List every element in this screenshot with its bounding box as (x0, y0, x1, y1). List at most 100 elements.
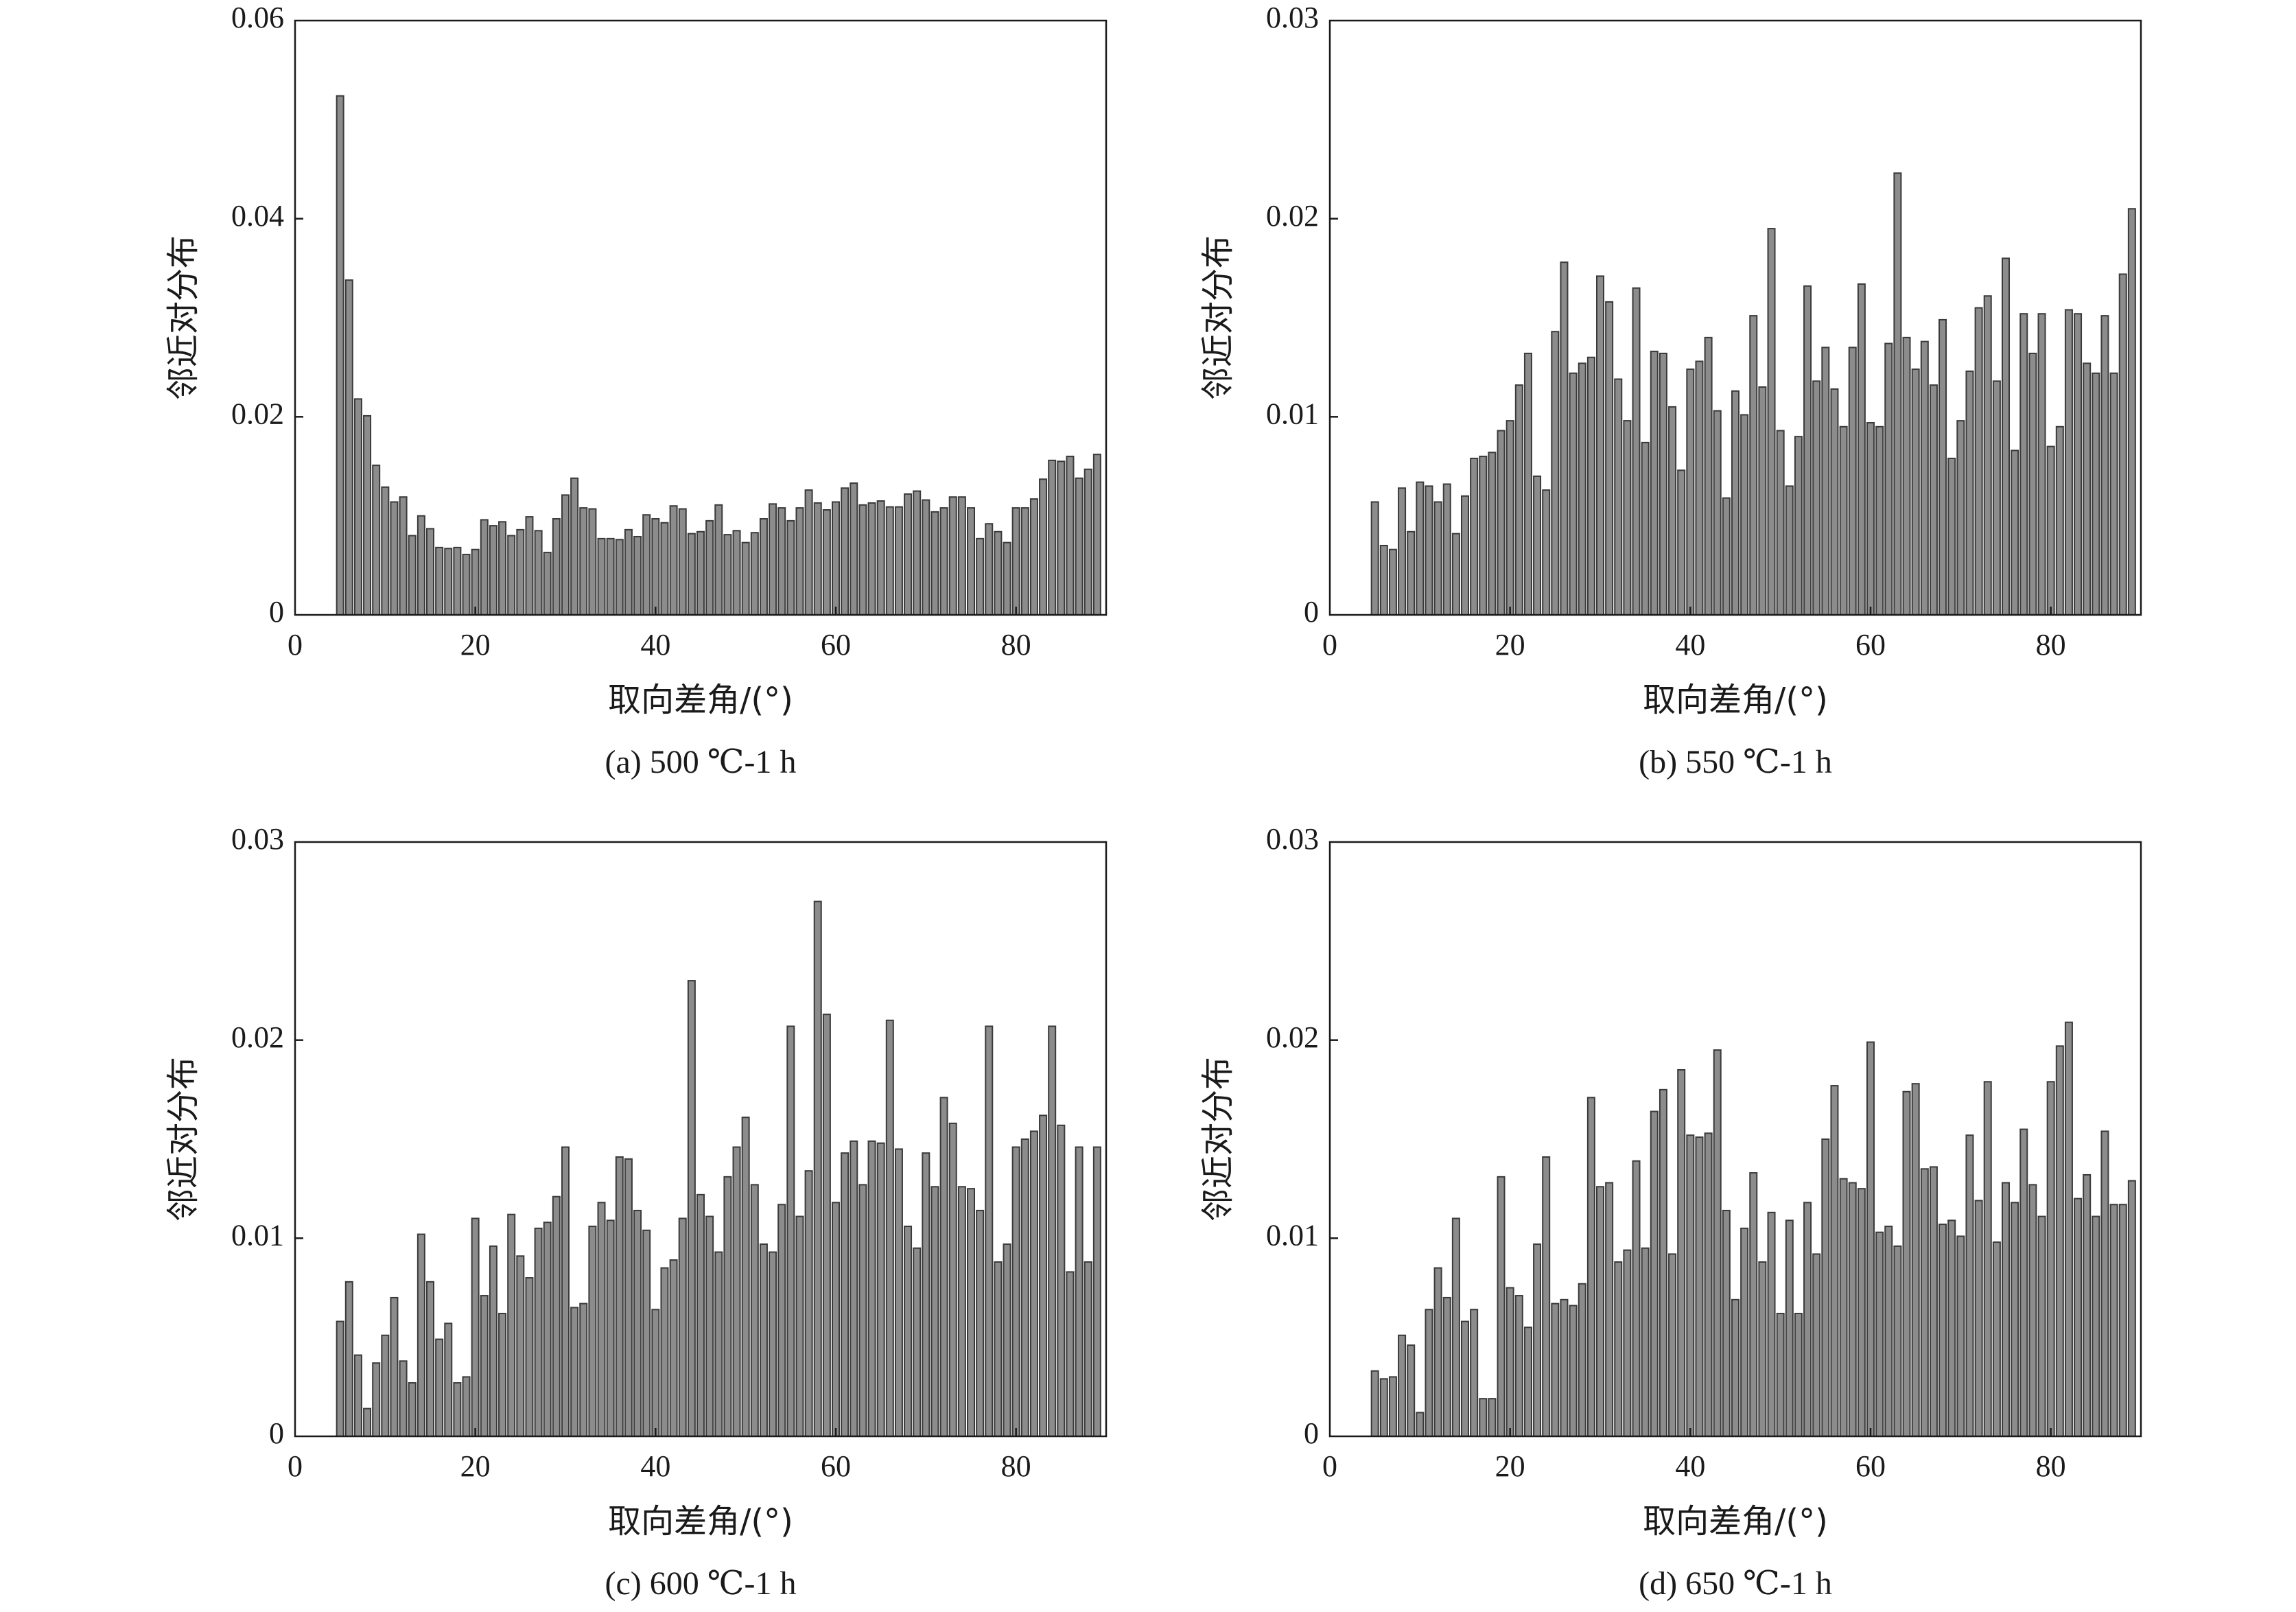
panel-a-bar-52 (759, 517, 768, 616)
panel-d-bar-73 (1983, 1081, 1992, 1437)
panel-b-bar-36 (1650, 351, 1659, 616)
panel-b-bar-19 (1497, 430, 1506, 616)
panel-b-x-tick-label: 80 (2036, 628, 2066, 662)
panel-c-bar-60 (832, 1202, 840, 1438)
panel-a-bar-36 (615, 539, 624, 616)
panel-a-bar-51 (750, 532, 759, 616)
panel-c-bar-10 (381, 1334, 390, 1438)
panel-d-y-tick-labels: 0 0.01 0.02 0.03 (1266, 822, 1319, 1450)
panel-d-bar-52 (1794, 1313, 1803, 1437)
panel-a-bar-61 (841, 487, 850, 616)
panel-d-bar-33 (1623, 1249, 1632, 1437)
panel-c-bar-51 (750, 1184, 759, 1437)
panel-b-y-axis-label: 邻近对分布 (1199, 235, 1237, 400)
panel-b-bar-43 (1713, 410, 1722, 616)
panel-a-bar-64 (867, 502, 876, 616)
panel-a-bar-68 (904, 493, 913, 616)
panel-c-bar-8 (363, 1407, 372, 1438)
panel-a-bar-85 (1057, 460, 1066, 616)
panel-a-bar-57 (804, 489, 813, 616)
panel-b-x-tick-labels: 0 20 40 60 80 (1322, 628, 2066, 662)
panel-b-bar-44 (1722, 497, 1731, 616)
panel-d-bar-37 (1659, 1088, 1667, 1437)
panel-d-bar-20 (1506, 1287, 1514, 1437)
panel-c-bar-31 (570, 1307, 579, 1437)
panel-c-bar-88 (1083, 1261, 1092, 1437)
panel-a-bar-38 (633, 535, 642, 616)
panel-b-bar-17 (1479, 456, 1488, 616)
panel-a-bar-84 (1048, 459, 1057, 616)
panel-c-bar-55 (786, 1025, 795, 1437)
panel-a-bar-46 (705, 519, 714, 616)
panel-a-bar-37 (624, 528, 633, 616)
panel-a-bar-25 (516, 528, 525, 616)
panel-c-bar-42 (669, 1259, 678, 1437)
panel-c-bar-18 (453, 1382, 462, 1437)
panel-a-bar-62 (850, 482, 858, 616)
panel-c-bar-49 (732, 1146, 741, 1437)
panel-c-y-tick-label: 0.03 (231, 822, 284, 856)
panel-a-bar-54 (777, 507, 786, 616)
panel-a-bar-69 (913, 490, 922, 616)
panel-a-bar-88 (1083, 468, 1092, 616)
panel-b-bar-39 (1677, 469, 1686, 616)
panel-d-bar-24 (1542, 1156, 1551, 1437)
panel-a-bar-80 (1011, 507, 1020, 616)
panel-a-bar-89 (1092, 454, 1101, 616)
panel-b-bar-47 (1749, 315, 1758, 616)
panel-d-bar-85 (2092, 1215, 2100, 1438)
panel-b-bar-58 (1848, 347, 1857, 616)
panel-a-x-tick-label: 40 (640, 628, 670, 662)
panel-c-bar-71 (930, 1186, 939, 1437)
panel-a-y-tick-label: 0.04 (231, 199, 284, 233)
panel-c-bar-65 (876, 1142, 885, 1437)
panel-b-bar-7 (1388, 548, 1397, 616)
panel-d-bar-88 (2118, 1204, 2127, 1437)
panel-b-bar-41 (1695, 360, 1704, 616)
panel-a-bar-7 (353, 398, 362, 616)
panel-d-bar-46 (1740, 1227, 1749, 1438)
panel-b-x-tick-label: 40 (1675, 628, 1705, 662)
panel-a-bar-29 (552, 517, 561, 616)
panel-a-x-tick-label: 80 (1001, 628, 1031, 662)
panel-d-bar-35 (1641, 1247, 1650, 1437)
panel-b-bar-29 (1586, 356, 1595, 616)
panel-b: 0 0.01 0.02 0.03 0 20 40 60 80 邻近对分布 取向差角/(°) (… (1199, 1, 2142, 780)
panel-d-bar-61 (1875, 1231, 1884, 1437)
panel-d-x-tick-label: 80 (2036, 1449, 2066, 1483)
panel-a-bar-78 (994, 530, 1003, 616)
panel-d-y-tick-label: 0.01 (1266, 1218, 1319, 1252)
panel-a-bar-21 (480, 519, 489, 616)
panel-c-bar-77 (985, 1025, 994, 1437)
panel-c-bar-86 (1066, 1271, 1075, 1438)
panel-a-x-tick-labels: 0 20 40 60 80 (288, 628, 1031, 662)
panel-c-bar-39 (642, 1229, 651, 1438)
panel-c-x-tick-label: 0 (288, 1449, 303, 1483)
panel-b-bar-77 (2019, 313, 2028, 616)
panel-d-bar-28 (1578, 1283, 1586, 1438)
panel-b-caption: (b) 550 ℃-1 h (1639, 744, 1832, 780)
panel-c-bar-62 (850, 1140, 858, 1437)
panel-d-bar-47 (1749, 1172, 1758, 1437)
panel-c-bar-79 (1003, 1243, 1011, 1437)
panel-c-bar-26 (525, 1277, 534, 1437)
panel-a-bar-72 (939, 507, 948, 616)
panel-a-bar-17 (444, 548, 453, 616)
panel-b-bar-46 (1740, 414, 1749, 616)
panel-c-bar-43 (678, 1217, 687, 1437)
panel-a-bar-42 (669, 505, 678, 616)
panel-d-bar-25 (1551, 1303, 1560, 1437)
panel-c-bar-35 (606, 1219, 615, 1437)
panel-d-bar-83 (2074, 1198, 2083, 1437)
panel-b-bar-71 (1965, 370, 1974, 616)
panel-a-bar-24 (507, 535, 516, 616)
panel-a-bar-32 (579, 507, 588, 616)
panel-b-bar-45 (1731, 390, 1739, 616)
panel-d-plot-frame (1328, 841, 2142, 1438)
panel-d-bar-82 (2064, 1021, 2073, 1438)
panel-d-bar-48 (1758, 1261, 1767, 1437)
panel-c-bar-32 (579, 1303, 588, 1437)
panel-c-bar-84 (1048, 1025, 1057, 1437)
panel-c-bar-5 (336, 1320, 344, 1437)
panel-b-bar-79 (2037, 313, 2046, 616)
